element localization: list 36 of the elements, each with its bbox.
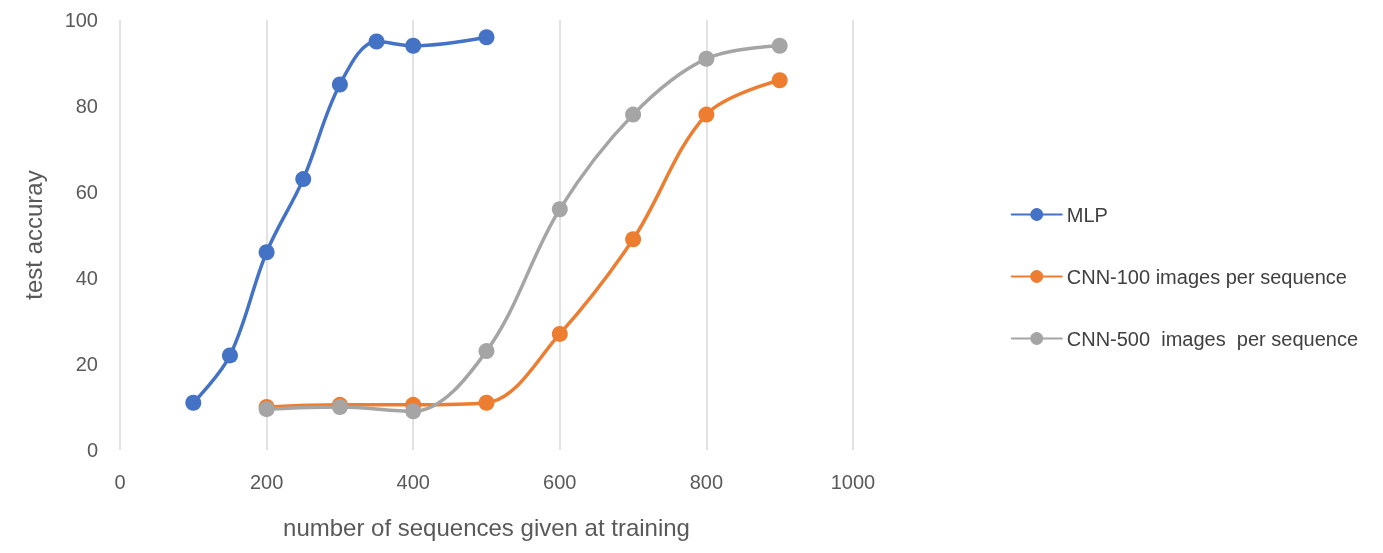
point bbox=[625, 106, 642, 123]
point bbox=[551, 201, 568, 218]
y-tick-label: 80 bbox=[75, 95, 98, 117]
point bbox=[221, 347, 238, 364]
y-tick-label: 40 bbox=[75, 267, 98, 289]
y-axis-title: test accuray bbox=[19, 170, 47, 300]
x-axis-title: number of sequences given at training bbox=[283, 513, 690, 541]
point bbox=[295, 171, 312, 188]
x-tick-label: 0 bbox=[114, 471, 126, 493]
point bbox=[405, 37, 422, 54]
point bbox=[771, 72, 788, 89]
point bbox=[405, 403, 422, 420]
x-tick-label: 1000 bbox=[830, 471, 876, 493]
y-tick-label: 60 bbox=[75, 181, 98, 203]
x-tick-label: 400 bbox=[396, 471, 430, 493]
point bbox=[185, 394, 202, 411]
point bbox=[698, 106, 715, 123]
point bbox=[368, 33, 385, 50]
point bbox=[771, 37, 788, 54]
y-tick-label: 100 bbox=[64, 9, 98, 31]
legend-label: CNN-100 images per sequence bbox=[1066, 265, 1347, 288]
x-tick-label: 800 bbox=[689, 471, 724, 493]
point bbox=[478, 394, 495, 411]
legend-label: MLP bbox=[1066, 203, 1108, 226]
y-tick-label: 20 bbox=[75, 353, 98, 375]
point bbox=[478, 343, 495, 360]
point bbox=[551, 325, 568, 342]
y-tick-label: 0 bbox=[86, 439, 98, 461]
x-tick-label: 200 bbox=[249, 471, 284, 493]
point bbox=[258, 244, 275, 261]
point bbox=[625, 231, 642, 248]
legend-label: CNN-500 images per sequence bbox=[1066, 327, 1359, 350]
point bbox=[478, 29, 495, 46]
point bbox=[331, 76, 348, 93]
x-tick-label: 600 bbox=[543, 471, 577, 493]
point bbox=[698, 50, 715, 67]
